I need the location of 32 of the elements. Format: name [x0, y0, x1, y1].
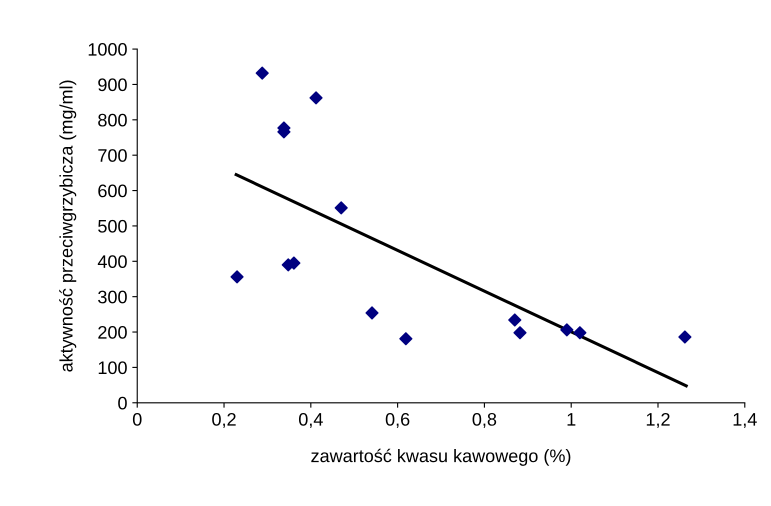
y-tick-label: 200 — [98, 326, 127, 339]
x-axis-title: zawartość kwasu kawowego (%) — [311, 448, 570, 466]
x-tick-label: 1,2 — [646, 412, 670, 428]
point — [309, 91, 323, 104]
y-tick-label: 900 — [98, 78, 127, 92]
point — [508, 313, 522, 327]
y-tick-label: 1000 — [88, 43, 127, 56]
point — [334, 201, 348, 214]
y-tick-label: 600 — [98, 184, 127, 198]
y-tick-label: 0 — [118, 396, 127, 410]
y-tick-label: 700 — [98, 149, 127, 162]
x-tick-label: 0,2 — [212, 412, 236, 428]
y-tick-label: 400 — [98, 255, 127, 268]
y-axis-title: aktywność przeciwgrzybicza (mg/ml) — [59, 80, 76, 372]
x-tick-label: 1,4 — [734, 413, 757, 428]
point — [513, 326, 527, 340]
x-tick-label: 0,8 — [472, 412, 496, 428]
y-tick-label: 500 — [98, 220, 127, 233]
x-tick-label: 0,6 — [386, 412, 410, 428]
point — [678, 330, 692, 344]
y-tick-label: 300 — [98, 290, 127, 304]
x-tick-label: 0 — [132, 412, 142, 426]
point — [573, 326, 586, 340]
x-tick-label: 1 — [568, 413, 576, 426]
point — [256, 66, 269, 80]
y-tick-label: 100 — [98, 361, 127, 374]
point — [365, 306, 379, 320]
point — [560, 323, 574, 337]
y-tick-label: 800 — [98, 114, 127, 127]
x-tick-label: 0,4 — [298, 412, 323, 428]
point — [230, 270, 244, 284]
point — [399, 332, 412, 346]
